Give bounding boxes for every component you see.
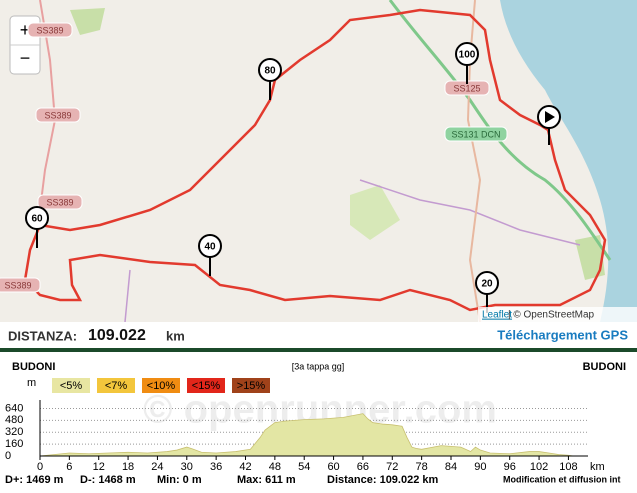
boundary (359, 179, 581, 246)
x-tick-label: 102 (530, 461, 548, 473)
distance-label: DISTANZA: (8, 328, 77, 343)
road-label: SS389 (46, 197, 73, 207)
road-shield (37, 194, 83, 210)
zoom-in[interactable]: + (20, 20, 31, 40)
road-label: SS389 (44, 110, 71, 120)
stat: D-: 1468 m (80, 474, 136, 486)
x-tick-label: 12 (93, 461, 105, 473)
x-tick-label: 96 (504, 461, 516, 473)
x-tick-label: 30 (181, 461, 193, 473)
legend-label: <10% (147, 380, 176, 392)
legend-swatch (97, 378, 135, 393)
attribution-box (478, 307, 637, 322)
attribution-link[interactable]: Leaflet (482, 310, 512, 321)
park (575, 235, 605, 280)
x-unit: km (590, 461, 605, 473)
road-label: SS131 DCN (451, 129, 500, 139)
km-marker: 40 (204, 242, 216, 253)
legend-swatch (187, 378, 225, 393)
elevation-area (39, 413, 574, 457)
boundary (124, 269, 131, 323)
end-label: BUDONI (583, 361, 626, 373)
y-tick-label: 320 (5, 426, 23, 438)
y-tick-label: 480 (5, 414, 23, 426)
legend-label: >15% (237, 380, 266, 392)
road-shield (444, 126, 508, 142)
km-marker: 80 (264, 66, 276, 77)
park (350, 185, 400, 240)
legend-label: <5% (60, 380, 83, 392)
km-marker: 100 (459, 50, 476, 61)
x-tick-label: 108 (559, 461, 577, 473)
stat: Distance: 109.022 km (327, 474, 439, 486)
x-tick-label: 66 (357, 461, 369, 473)
y-tick-label: 0 (5, 450, 11, 462)
x-tick-label: 72 (386, 461, 398, 473)
pin-head (198, 234, 222, 258)
road-label: SS389 (36, 25, 63, 35)
road-label: SS125 (453, 83, 480, 93)
download-link[interactable]: Téléchargement GPS (497, 327, 628, 342)
stat: Min: 0 m (157, 474, 202, 486)
x-tick-label: 54 (298, 461, 310, 473)
stat: Max: 611 m (237, 474, 296, 486)
pin-head (258, 58, 282, 82)
y-unit: m (27, 377, 36, 389)
road-shield (27, 22, 73, 38)
pin-head (455, 42, 479, 66)
road-label: SS389 (4, 280, 31, 290)
km-marker: 20 (481, 279, 493, 290)
stat: Modification et diffusion int (503, 474, 620, 484)
profile-title: [3a tappa gg] (292, 361, 345, 371)
x-tick-label: 42 (239, 461, 251, 473)
route (23, 8, 607, 312)
park (70, 8, 105, 35)
pin-head (25, 206, 49, 230)
play-icon (545, 111, 555, 123)
legend-swatch (52, 378, 90, 393)
start-marker (537, 105, 561, 145)
x-tick-label: 24 (151, 461, 163, 473)
distance-unit: km (166, 328, 185, 343)
summary-bar (0, 322, 637, 348)
x-tick-label: 48 (269, 461, 281, 473)
road-shield (0, 277, 41, 293)
x-tick-label: 36 (210, 461, 222, 473)
y-tick-label: 160 (5, 438, 23, 450)
x-tick-label: 0 (37, 461, 43, 473)
distance-value: 109.022 (88, 327, 146, 344)
sea (500, 0, 637, 322)
attribution-link[interactable]: | © OpenStreetMap (508, 310, 595, 321)
y-tick-label: 640 (5, 402, 23, 414)
road-shield (35, 107, 81, 123)
x-tick-label: 84 (445, 461, 457, 473)
km-marker: 60 (31, 214, 43, 225)
start-label: BUDONI (12, 361, 55, 373)
x-tick-label: 18 (122, 461, 134, 473)
x-tick-label: 90 (474, 461, 486, 473)
x-tick-label: 6 (66, 461, 72, 473)
legend-label: <15% (192, 380, 221, 392)
legend-label: <7% (105, 380, 128, 392)
legend-swatch (232, 378, 270, 393)
x-tick-label: 78 (416, 461, 428, 473)
legend-swatch (142, 378, 180, 393)
divider (0, 348, 637, 352)
pin-head (475, 271, 499, 295)
zoom-out[interactable]: − (20, 48, 31, 68)
stat: D+: 1469 m (5, 474, 64, 486)
x-tick-label: 60 (327, 461, 339, 473)
